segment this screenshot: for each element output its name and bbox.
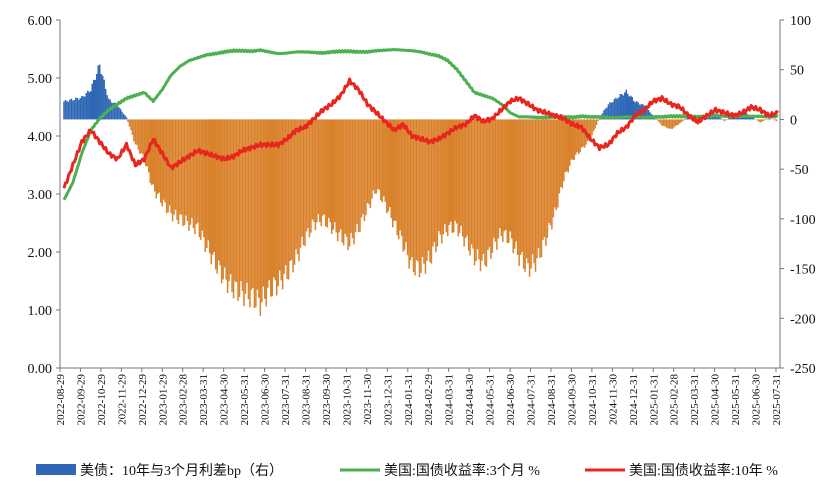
left-tick-label: 0.00 <box>28 362 53 377</box>
right-axis-ticks: 100 50 0 -50 -100 -150 -200 -250 <box>780 14 816 377</box>
x-tick-label: 2023-08-31 <box>300 374 312 425</box>
x-tick-label: 2025-02-28 <box>669 374 681 426</box>
legend-label-spread: 美债：10年与3个月利差bp（右） <box>80 463 283 479</box>
x-tick-label: 2022-08-29 <box>55 374 67 426</box>
x-axis-ticks: 2022-08-29 2022-09-29 2022-10-29 2022-11-29… <box>55 368 783 425</box>
right-tick-label: 100 <box>790 14 811 29</box>
x-tick-label: 2025-07-31 <box>771 374 783 425</box>
left-tick-label: 2.00 <box>28 246 53 261</box>
x-tick-label: 2024-07-31 <box>526 374 538 425</box>
x-tick-label: 2024-03-31 <box>444 374 456 425</box>
x-tick-label: 2025-05-31 <box>730 374 742 425</box>
x-tick-label: 2025-06-30 <box>751 374 763 426</box>
left-tick-label: 4.00 <box>28 130 53 145</box>
x-tick-label: 2022-12-29 <box>137 374 149 426</box>
x-tick-label: 2022-10-29 <box>96 374 108 426</box>
right-tick-label: -150 <box>790 263 816 278</box>
x-tick-label: 2023-01-29 <box>157 374 169 426</box>
x-tick-label: 2024-06-30 <box>505 374 517 426</box>
right-tick-label: -100 <box>790 213 816 228</box>
x-tick-label: 2024-04-30 <box>464 374 476 426</box>
x-tick-label: 2025-04-30 <box>710 374 722 426</box>
x-tick-label: 2022-11-29 <box>116 374 128 425</box>
x-tick-label: 2024-05-31 <box>485 374 497 425</box>
right-tick-label: -250 <box>790 362 816 377</box>
x-tick-label: 2024-12-31 <box>628 374 640 425</box>
right-tick-label: 0 <box>790 113 797 128</box>
x-tick-label: 2023-11-30 <box>362 374 374 425</box>
right-tick-label: -200 <box>790 312 816 327</box>
left-tick-label: 5.00 <box>28 72 53 87</box>
x-tick-label: 2024-01-31 <box>403 374 415 425</box>
right-tick-label: 50 <box>790 64 804 79</box>
x-tick-label: 2023-07-31 <box>280 374 292 425</box>
legend-label-10y: 美国:国债收益率:10年 % <box>629 462 778 479</box>
x-tick-label: 2023-09-30 <box>321 374 333 426</box>
x-tick-label: 2023-06-30 <box>260 374 272 426</box>
left-tick-label: 6.00 <box>28 14 53 29</box>
x-tick-label: 2022-09-29 <box>75 374 87 426</box>
x-tick-label: 2024-11-30 <box>607 374 619 425</box>
legend: 美债：10年与3个月利差bp（右） 美国:国债收益率:3个月 % 美国:国债收益率:… <box>36 462 778 479</box>
x-tick-label: 2024-08-31 <box>546 374 558 425</box>
legend-label-3m: 美国:国债收益率:3个月 % <box>384 462 540 479</box>
ten-year-yield-line <box>62 77 779 189</box>
x-tick-label: 2024-09-30 <box>566 374 578 426</box>
x-tick-label: 2023-03-31 <box>198 374 210 425</box>
x-tick-label: 2025-01-31 <box>648 374 660 425</box>
x-tick-label: 2023-12-31 <box>382 374 394 425</box>
right-tick-label: -50 <box>790 163 809 178</box>
x-tick-label: 2023-10-31 <box>341 374 353 425</box>
x-tick-label: 2024-10-31 <box>587 374 599 425</box>
three-month-yield-line <box>62 48 779 201</box>
yield-lines <box>62 48 779 201</box>
x-tick-label: 2023-05-31 <box>239 374 251 425</box>
left-tick-label: 3.00 <box>28 188 53 203</box>
left-axis-ticks: 6.00 5.00 4.00 3.00 2.00 1.00 0.00 <box>28 14 60 377</box>
x-tick-label: 2023-04-30 <box>219 374 231 426</box>
x-tick-label: 2023-02-28 <box>178 374 190 426</box>
left-tick-label: 1.00 <box>28 304 53 319</box>
x-tick-label: 2025-03-31 <box>689 374 701 425</box>
x-tick-label: 2024-02-29 <box>423 374 435 426</box>
legend-swatch-spread <box>36 464 76 475</box>
